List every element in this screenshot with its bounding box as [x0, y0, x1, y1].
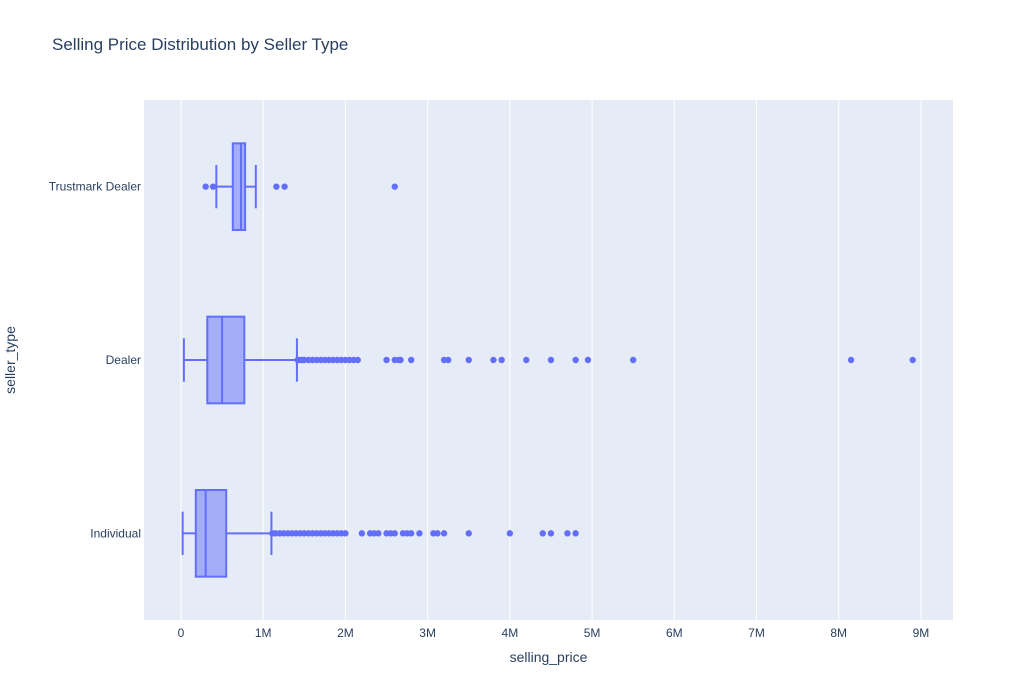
outlier-point — [490, 356, 497, 364]
outlier-point — [465, 356, 472, 364]
y-axis-title: seller_type — [2, 326, 18, 394]
outlier-point — [434, 530, 441, 537]
outlier-point — [408, 530, 415, 537]
outlier-point — [498, 356, 505, 364]
outlier-point — [572, 356, 579, 364]
outlier-point — [539, 530, 546, 537]
x-tick-label: 0 — [178, 626, 185, 640]
outlier-point — [547, 356, 555, 364]
x-tick-label: 4M — [502, 626, 519, 640]
outlier-point — [397, 356, 404, 364]
outlier-point — [342, 530, 349, 537]
outlier-point — [375, 530, 382, 537]
outlier-point — [383, 356, 390, 364]
outlier-point — [444, 356, 452, 364]
outlier-point — [281, 183, 288, 190]
x-tick-label: 8M — [830, 626, 847, 640]
outlier-point — [506, 530, 514, 537]
x-tick-label: 1M — [255, 626, 272, 640]
x-tick-label: 2M — [337, 626, 354, 640]
x-tick-label: 6M — [666, 626, 683, 640]
x-tick-label: 3M — [419, 626, 436, 640]
outlier-point — [273, 183, 280, 190]
outlier-point — [584, 356, 592, 364]
outlier-point — [572, 530, 579, 537]
iqr-box — [194, 489, 228, 578]
outlier-point — [391, 183, 398, 190]
x-axis-title: selling_price — [510, 649, 588, 665]
y-tick-label: Individual — [90, 526, 141, 540]
outlier-point — [408, 356, 415, 364]
x-tick-label: 7M — [748, 626, 765, 640]
outlier-point — [416, 530, 423, 537]
outlier-point — [564, 530, 571, 537]
outlier-point — [202, 183, 209, 190]
iqr-box — [231, 142, 247, 231]
outlier-point — [629, 356, 637, 364]
iqr-box — [206, 315, 246, 405]
outlier-point — [547, 530, 555, 537]
y-tick-label: Dealer — [106, 353, 141, 367]
outlier-point — [354, 356, 361, 364]
chart-title: Selling Price Distribution by Seller Typ… — [52, 35, 349, 54]
outlier-point — [523, 356, 530, 364]
x-tick-label: 9M — [913, 626, 930, 640]
outlier-point — [909, 356, 916, 364]
outlier-point — [391, 530, 398, 537]
outlier-point — [209, 183, 217, 190]
outlier-point — [358, 530, 366, 537]
x-tick-label: 5M — [584, 626, 601, 640]
outlier-point — [465, 530, 472, 537]
y-tick-label: Trustmark Dealer — [49, 180, 141, 194]
outlier-point — [847, 356, 855, 364]
outlier-point — [440, 530, 448, 537]
